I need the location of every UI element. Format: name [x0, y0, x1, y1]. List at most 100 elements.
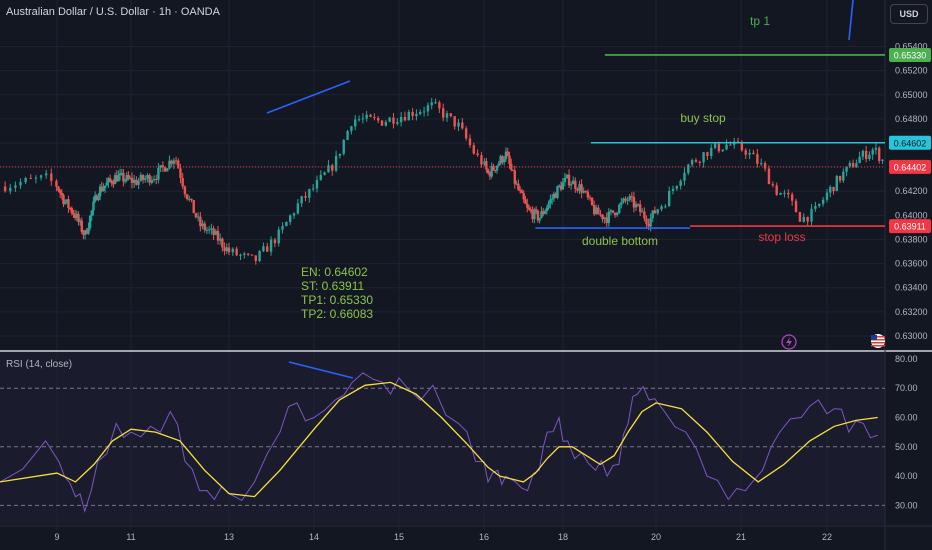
candle-body: [486, 169, 490, 174]
candle-body: [188, 198, 191, 200]
candle-body: [558, 185, 561, 187]
y-tick-label: 0.63400: [895, 283, 928, 293]
candle-body: [457, 122, 460, 127]
x-tick-label: 11: [126, 532, 135, 542]
candle-body: [622, 198, 625, 203]
candle-body: [453, 116, 456, 127]
candle-body: [212, 228, 215, 235]
price-badge-label: 0.64602: [894, 138, 927, 148]
candle-body: [607, 211, 611, 224]
candle-body: [601, 214, 604, 220]
y-tick-label: 0.63200: [895, 307, 928, 317]
candle-body: [44, 173, 48, 176]
candle-body: [510, 163, 513, 170]
currency-button[interactable]: USD: [890, 4, 928, 24]
candle-body: [490, 165, 493, 177]
candle-body: [319, 174, 322, 180]
price-badge: [889, 219, 931, 234]
candle-body: [611, 210, 615, 213]
candle-body: [449, 113, 453, 117]
candle-body: [210, 228, 213, 230]
candle-body: [522, 192, 525, 200]
candle-body: [829, 186, 832, 193]
candle-body: [434, 102, 437, 104]
candle-body: [82, 232, 85, 235]
rsi-indicator-title[interactable]: RSI (14, close): [6, 359, 73, 370]
candle-body: [495, 165, 499, 171]
candle-body: [574, 180, 577, 189]
divergence-line-rsi[interactable]: [288, 361, 354, 379]
candle-body: [626, 199, 629, 201]
candle-body: [647, 223, 650, 227]
candle-body: [638, 204, 642, 212]
candle-body: [254, 255, 257, 261]
candle-body: [868, 154, 871, 160]
candle-body: [60, 192, 64, 195]
candle-body: [161, 165, 165, 168]
candle-body: [620, 202, 623, 205]
candle-body: [105, 182, 108, 186]
candle-body: [399, 116, 403, 123]
candle-body: [878, 147, 881, 161]
stat-tp1: TP1: 0.65330: [301, 293, 374, 307]
candle-body: [814, 205, 817, 209]
candle-body: [752, 152, 755, 155]
candle-body: [223, 247, 226, 251]
symbol-title: Australian Dollar / U.S. Dollar · 1h · O…: [6, 6, 220, 18]
divergence-line-price[interactable]: [266, 80, 351, 114]
candle-body: [842, 171, 845, 181]
candle-body: [141, 174, 145, 181]
candle-body: [835, 175, 838, 192]
candle-body: [115, 175, 118, 182]
candle-body: [277, 229, 280, 244]
candle-body: [221, 238, 224, 248]
us-flag-stripe: [871, 336, 885, 338]
candle-body: [542, 211, 545, 214]
candle-body: [108, 178, 112, 181]
candle-body: [787, 192, 790, 195]
candle-body: [354, 119, 357, 127]
tp2-trend-line[interactable]: [848, 0, 854, 41]
x-tick-label: 9: [54, 532, 59, 542]
candle-body: [565, 174, 569, 178]
candle-body: [698, 161, 701, 163]
candle-body: [779, 193, 782, 195]
candle-body: [258, 251, 261, 261]
candle-body: [706, 152, 709, 157]
candle-body: [748, 152, 751, 155]
candle-body: [369, 114, 372, 117]
x-tick-label: 21: [736, 532, 746, 542]
candle-body: [430, 102, 433, 106]
candle-body: [643, 211, 646, 219]
candle-body: [207, 229, 211, 231]
candle-body: [88, 215, 92, 228]
candle-body: [634, 204, 638, 208]
candle-body: [172, 160, 176, 164]
candle-body: [499, 156, 502, 164]
candle-body: [65, 199, 69, 202]
candle-body: [3, 186, 7, 192]
candle-body: [613, 212, 617, 216]
candle-body: [529, 209, 533, 212]
candle-body: [214, 230, 217, 235]
candle-body: [181, 177, 184, 187]
candle-body: [77, 214, 80, 222]
rsi-y-tick-label: 60.00: [895, 413, 918, 423]
candle-body: [403, 116, 407, 121]
candle-body: [832, 186, 835, 192]
lightning-icon[interactable]: [781, 334, 797, 350]
candle-body: [624, 198, 627, 201]
candle-body: [472, 145, 475, 154]
candle-body: [554, 193, 557, 198]
candle-body: [227, 247, 231, 253]
candle-body: [75, 214, 78, 218]
candle-body: [117, 175, 120, 182]
stop-loss-label: stop loss: [758, 230, 805, 244]
candle-body: [848, 162, 852, 167]
candle-body: [547, 203, 550, 208]
candle-body: [556, 186, 559, 198]
candle-body: [185, 194, 189, 200]
candle-body: [24, 178, 27, 183]
candle-body: [396, 122, 399, 124]
